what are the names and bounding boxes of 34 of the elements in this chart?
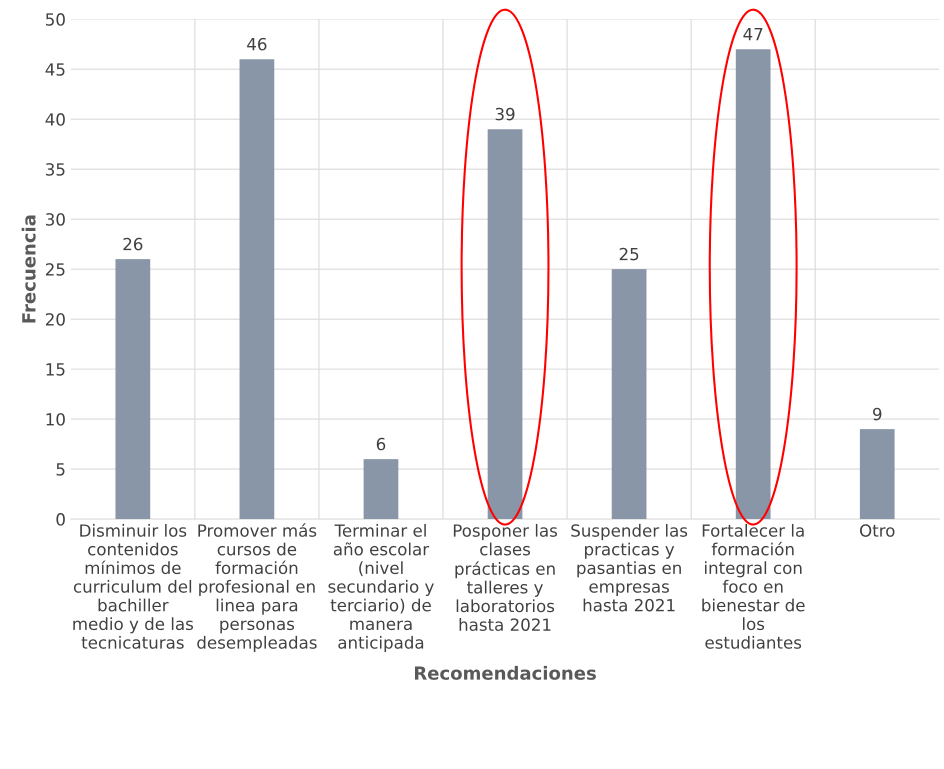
data-label: 26 — [123, 238, 142, 250]
data-label: 6 — [376, 438, 386, 450]
x-tick-label: Posponer las clases prácticas en talleres y laboratorios hasta 2021 — [454, 524, 558, 631]
y-tick-label: 35 — [46, 163, 64, 176]
x-tick-label: Disminuir los contenidos mínimos de curriculum del bachiller medio y de las tecnicaturas — [73, 524, 194, 649]
y-tick-label: 20 — [46, 313, 65, 326]
x-tick-label: Otro — [860, 524, 894, 537]
bar — [612, 269, 646, 520]
bar — [364, 459, 398, 520]
y-tick-label: 5 — [56, 463, 64, 476]
bar — [736, 49, 771, 520]
x-tick-label: Terminar el año escolar (nivel secundario y terciario) de manera anticipada — [328, 524, 434, 652]
data-label: 25 — [620, 248, 638, 260]
y-axis-title: Frecuencia — [22, 216, 36, 323]
x-tick-label: Fortalecer la formación integral con foco en bienestar de los estudiantes — [702, 524, 805, 649]
x-tick-label: Promover más cursos de formación profesional en linea para personas desempleadas — [197, 523, 317, 652]
y-tick-label: 10 — [46, 413, 65, 426]
data-label: 39 — [496, 108, 514, 120]
y-tick-label: 0 — [56, 513, 65, 526]
data-label: 46 — [247, 38, 266, 50]
x-tick-label: Suspender las practicas y pasantias en empresas hasta 2021 — [571, 524, 688, 612]
y-tick-label: 25 — [46, 263, 64, 276]
x-axis-title: Recomendaciones — [414, 666, 596, 680]
bar — [488, 129, 522, 520]
y-tick-label: 30 — [46, 213, 65, 226]
y-tick-label: 50 — [46, 13, 65, 26]
y-tick-label: 15 — [46, 363, 64, 376]
y-tick-label: 45 — [46, 63, 64, 76]
bar — [860, 429, 895, 520]
bar — [115, 259, 150, 520]
y-tick-label: 40 — [46, 113, 65, 126]
bar — [240, 59, 274, 520]
data-label: 47 — [743, 28, 762, 40]
data-label: 9 — [872, 408, 882, 420]
